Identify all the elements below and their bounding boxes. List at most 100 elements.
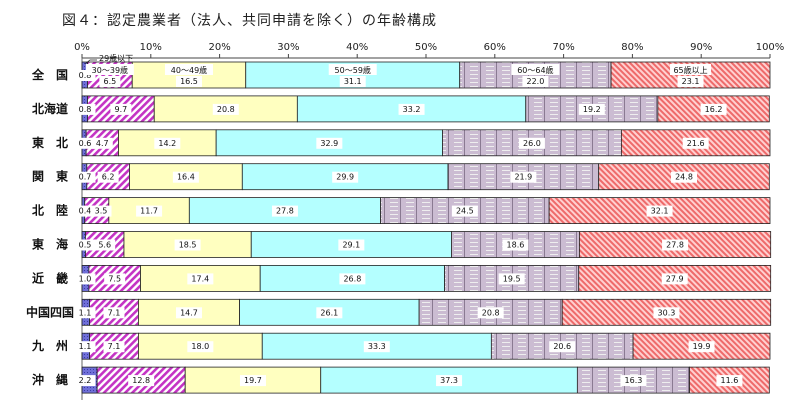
- category-label: 九 州: [31, 338, 68, 353]
- x-tick-label: 40%: [346, 42, 368, 53]
- value-label-bg: [239, 375, 266, 387]
- value-label-bg: [518, 137, 545, 149]
- value-label: 18.6: [507, 241, 525, 250]
- value-label-bg: [338, 239, 365, 251]
- value-label: 17.4: [191, 274, 209, 283]
- category-label: 関 東: [32, 169, 68, 184]
- value-label: 7.1: [108, 342, 121, 351]
- value-label-bg: [661, 273, 688, 285]
- value-label-bg: [522, 76, 549, 87]
- x-tick-label: 30%: [277, 42, 299, 53]
- series-label: 50～59歳: [335, 65, 371, 75]
- x-tick-label: 70%: [552, 42, 574, 53]
- value-labels: 0.8 6.5 30～39歳 16.5 40～49歳 31.1 50～59歳 22.0 60～6…: [74, 53, 743, 387]
- value-label-bg: [74, 307, 96, 319]
- value-label-bg: [436, 375, 463, 387]
- value-label: 0.8: [79, 71, 92, 80]
- bar-segment-60～64歳: [418, 298, 563, 326]
- value-label: 19.5: [503, 274, 521, 283]
- category-label: 全 国: [31, 67, 68, 82]
- value-label-bg: [103, 341, 125, 353]
- value-label-bg: [175, 76, 202, 87]
- value-label-bg: [498, 273, 525, 285]
- bar-segment-65歳以上: [632, 332, 771, 360]
- value-label-bg: [646, 205, 673, 217]
- value-label-bg: [398, 103, 425, 115]
- value-label: 20.8: [482, 308, 500, 317]
- value-label-bg: [271, 205, 298, 217]
- value-label: 31.1: [344, 77, 362, 86]
- series-callout-line: [84, 59, 97, 65]
- value-label: 21.6: [687, 139, 705, 148]
- value-label: 24.8: [675, 173, 693, 182]
- value-label: 33.2: [403, 105, 421, 114]
- value-label: 33.3: [368, 342, 386, 351]
- value-label-bg: [187, 341, 214, 353]
- bar-segment-65歳以上: [579, 231, 772, 258]
- value-label: 5.6: [98, 241, 111, 250]
- value-label: 7.1: [108, 308, 121, 317]
- value-label-bg: [110, 103, 132, 115]
- value-label-bg: [477, 307, 504, 319]
- value-label: 0.4: [79, 207, 92, 216]
- value-label-bg: [97, 171, 119, 183]
- category-label: 沖 縄: [32, 372, 68, 387]
- value-label: 26.8: [343, 274, 361, 283]
- category-label: 東 北: [32, 135, 68, 150]
- value-label-bg: [451, 205, 478, 217]
- category-label: 東 海: [32, 237, 68, 252]
- value-label: 23.1: [682, 77, 700, 86]
- value-label-bg: [74, 239, 96, 251]
- value-label: 19.7: [244, 376, 262, 385]
- bar-segment-60～64歳: [525, 95, 659, 123]
- category-label: 近 畿: [32, 270, 68, 285]
- value-label: 14.2: [158, 139, 176, 148]
- series-label-bg: [164, 64, 213, 75]
- value-label-bg: [653, 307, 680, 319]
- value-label-bg: [682, 137, 709, 149]
- value-label: 4.7: [96, 139, 109, 148]
- bar-segment-60～64歳: [490, 332, 634, 360]
- value-label: 0.7: [79, 173, 92, 182]
- value-label-bg: [128, 375, 155, 387]
- series-label: 30～39歳: [92, 65, 128, 75]
- value-label: 14.7: [180, 308, 198, 317]
- category-label: 北海道: [32, 101, 68, 116]
- category-label: 中国四国: [26, 304, 74, 319]
- value-label-bg: [104, 273, 126, 285]
- x-tick-label: 90%: [690, 42, 712, 53]
- value-label: 7.5: [108, 274, 121, 283]
- category-label: 北 陸: [32, 203, 68, 218]
- series-label: 29歳以下: [99, 53, 133, 63]
- value-label: 20.8: [217, 105, 235, 114]
- value-label: 16.4: [177, 173, 195, 182]
- value-label-bg: [339, 273, 366, 285]
- value-label-bg: [677, 76, 704, 87]
- value-label-bg: [136, 205, 163, 217]
- value-label-bg: [363, 341, 390, 353]
- value-label: 12.8: [132, 376, 150, 385]
- value-label-bg: [332, 171, 359, 183]
- value-label-bg: [74, 375, 96, 387]
- bar-segment-65歳以上: [657, 95, 770, 123]
- value-label-bg: [172, 171, 199, 183]
- value-label-bg: [187, 273, 214, 285]
- value-label: 0.6: [79, 139, 92, 148]
- value-label: 6.5: [103, 77, 116, 86]
- value-label: 20.6: [553, 342, 571, 351]
- value-label: 16.5: [180, 77, 198, 86]
- value-label-bg: [339, 76, 366, 87]
- value-label-bg: [662, 239, 689, 251]
- value-label-bg: [549, 341, 576, 353]
- value-label: 22.0: [526, 77, 544, 86]
- value-label-bg: [91, 137, 113, 149]
- value-label-bg: [620, 375, 647, 387]
- value-label: 1.0: [79, 274, 92, 283]
- value-label: 1.1: [79, 342, 92, 351]
- value-label-bg: [671, 171, 697, 183]
- value-label: 18.5: [179, 241, 197, 250]
- value-label: 6.2: [102, 173, 115, 182]
- value-label-bg: [174, 239, 201, 251]
- value-label-bg: [154, 137, 181, 149]
